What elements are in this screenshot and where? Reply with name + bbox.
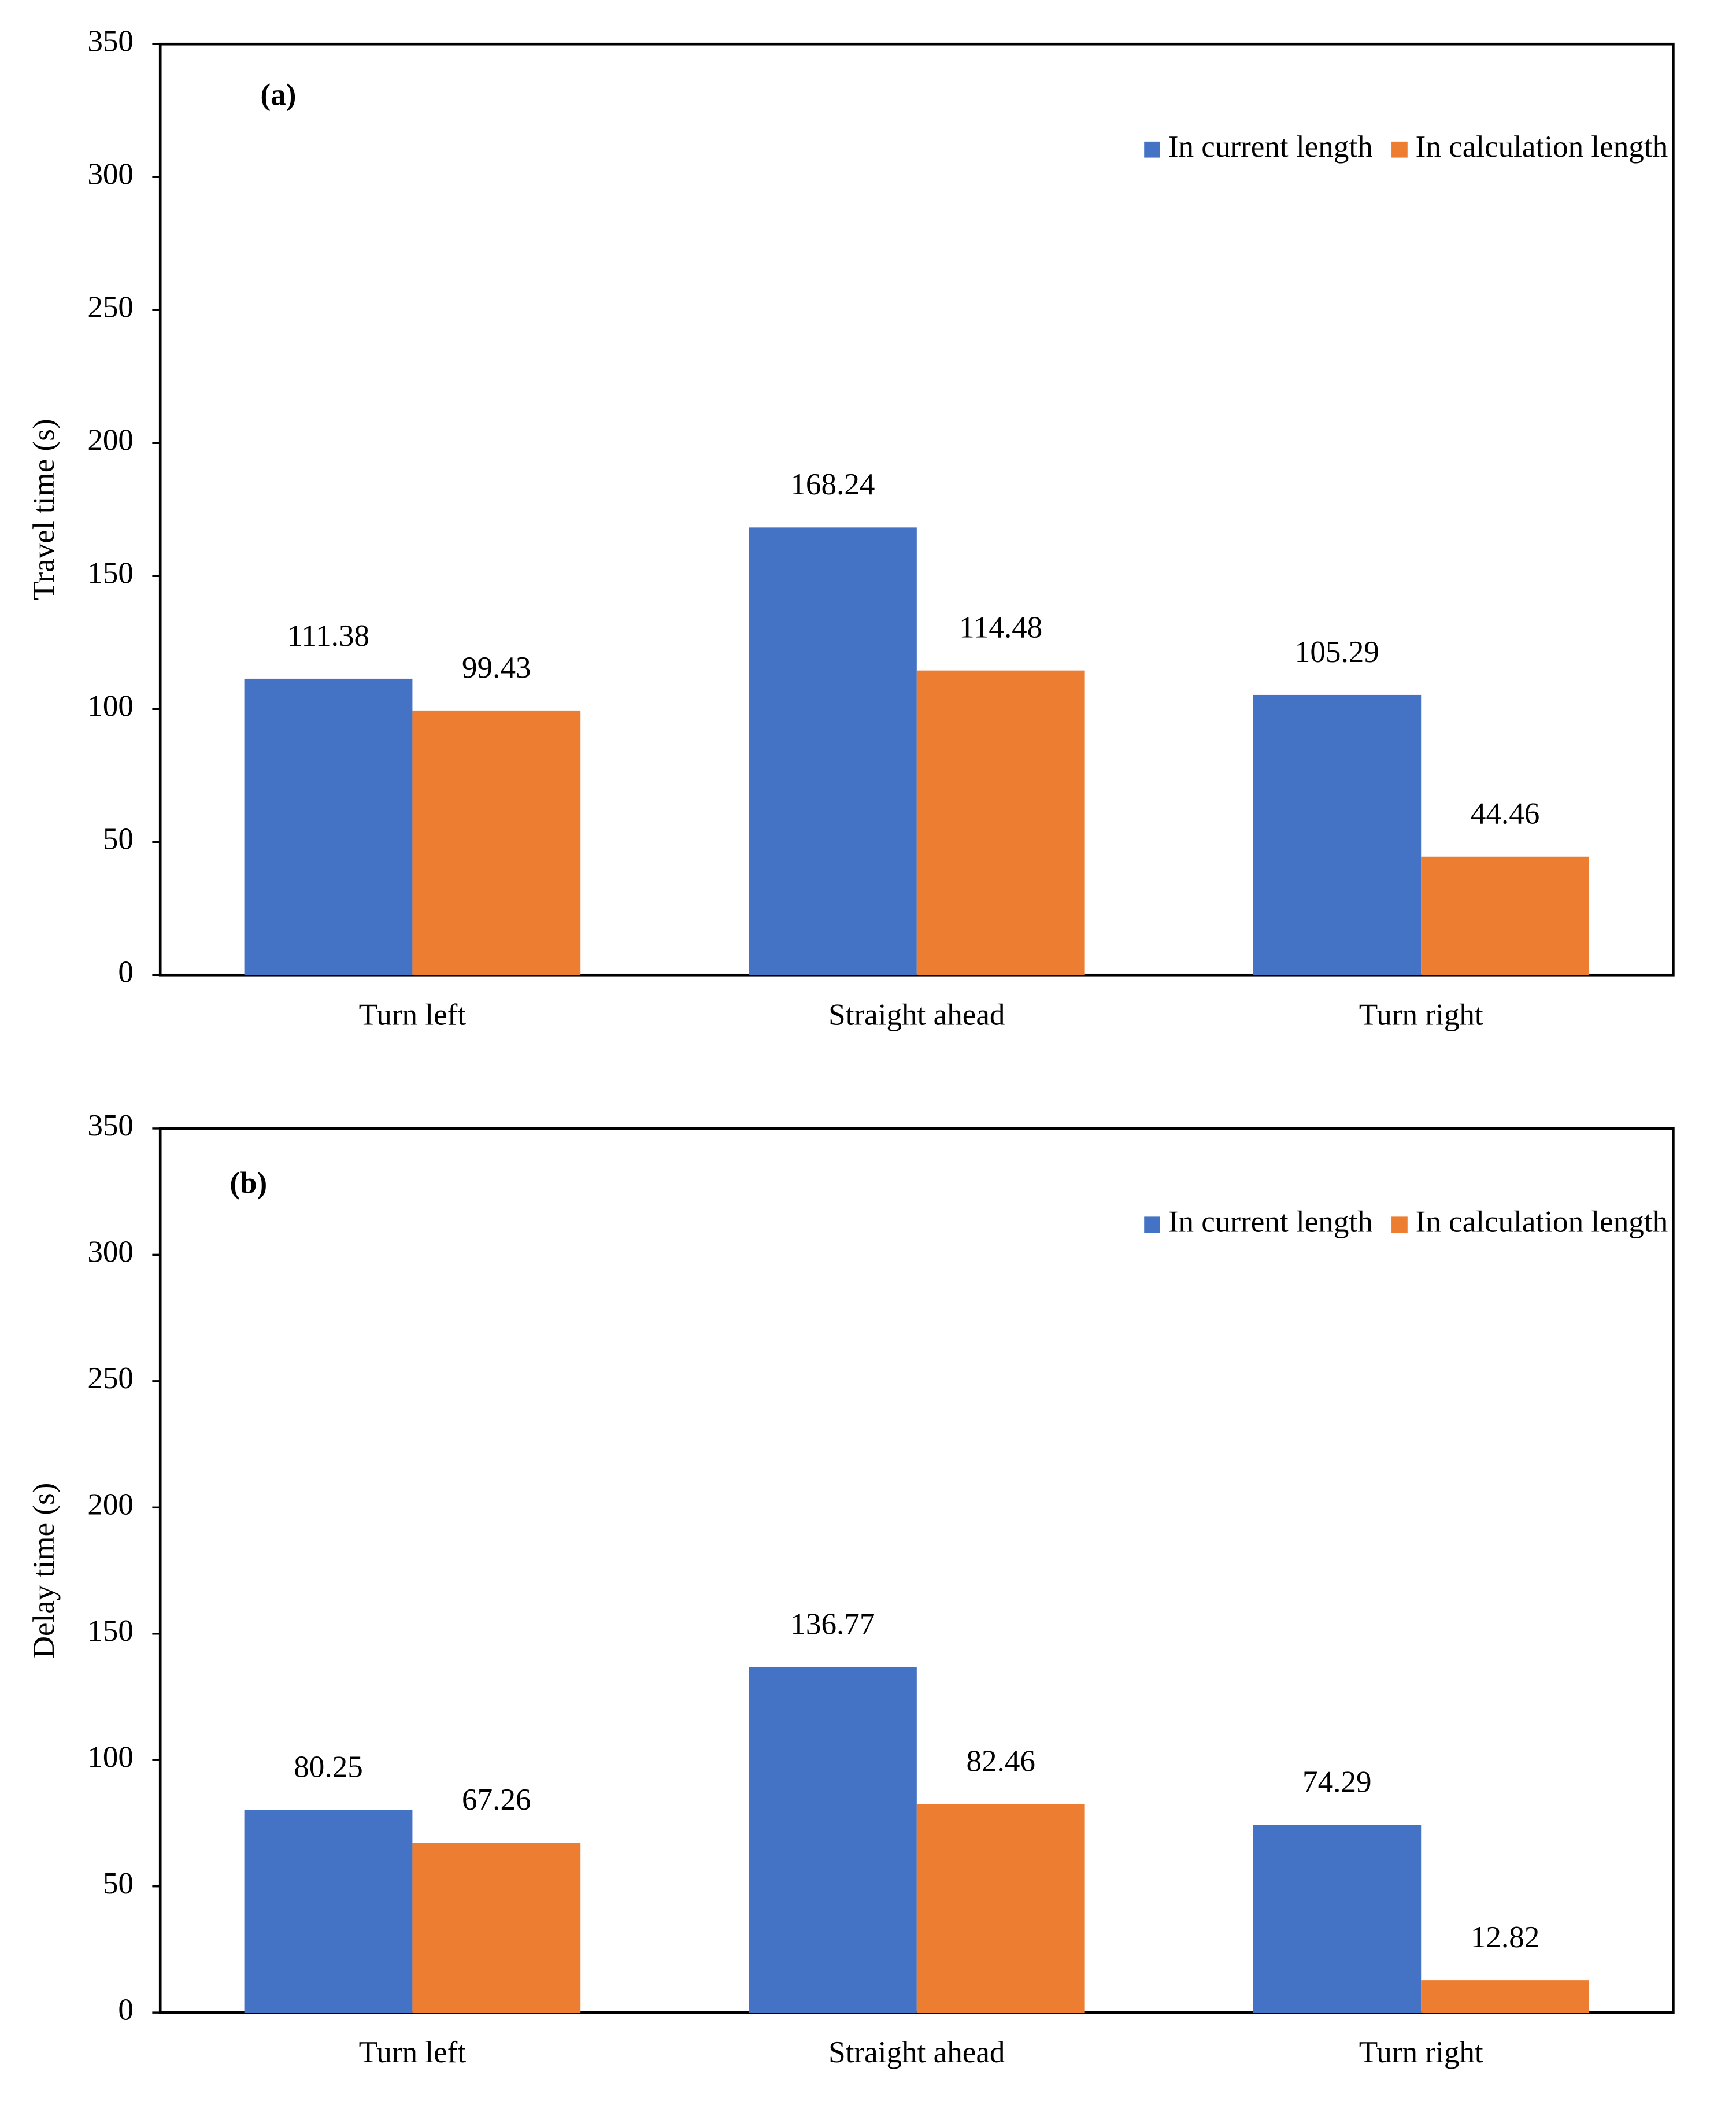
bar bbox=[1421, 1980, 1590, 2013]
bar bbox=[916, 670, 1085, 975]
bar bbox=[244, 678, 413, 975]
y-tick-label: 100 bbox=[87, 689, 134, 723]
legend-swatch bbox=[1391, 1216, 1408, 1233]
value-label: 136.77 bbox=[790, 1607, 875, 1641]
y-tick-label: 350 bbox=[87, 24, 134, 58]
panel-label: (b) bbox=[230, 1166, 267, 1200]
x-tick-label: Turn left bbox=[359, 998, 467, 1031]
value-label: 82.46 bbox=[966, 1745, 1035, 1778]
bar bbox=[412, 710, 581, 975]
y-tick-label: 100 bbox=[87, 1740, 134, 1774]
x-tick-label: Turn right bbox=[1359, 998, 1483, 1031]
value-label: 99.43 bbox=[462, 651, 531, 685]
panel-label: (a) bbox=[260, 78, 296, 112]
value-label: 44.46 bbox=[1471, 797, 1540, 831]
legend: In current length In calculation length bbox=[1144, 130, 1668, 164]
y-tick-label: 350 bbox=[87, 1109, 134, 1142]
value-label: 105.29 bbox=[1295, 635, 1379, 669]
x-tick-label: Turn right bbox=[1359, 2036, 1483, 2069]
value-label: 114.48 bbox=[959, 611, 1042, 645]
legend: In current length In calculation length bbox=[1144, 1205, 1668, 1238]
x-tick-label: Straight ahead bbox=[828, 998, 1005, 1031]
y-tick-label: 50 bbox=[103, 822, 134, 856]
bar bbox=[244, 1810, 413, 2013]
bar bbox=[1421, 856, 1590, 975]
legend-label: In current length bbox=[1168, 1205, 1373, 1238]
value-label: 111.38 bbox=[287, 619, 369, 653]
legend-swatch bbox=[1144, 1216, 1160, 1233]
y-tick-label: 0 bbox=[118, 955, 134, 989]
y-tick-label: 0 bbox=[118, 1993, 134, 2026]
y-tick-label: 50 bbox=[103, 1867, 134, 1900]
legend-swatch bbox=[1391, 141, 1408, 158]
y-tick-label: 250 bbox=[87, 290, 134, 324]
legend-swatch bbox=[1144, 141, 1160, 158]
legend-label: In calculation length bbox=[1416, 130, 1668, 164]
bar bbox=[1253, 694, 1422, 975]
x-tick-label: Straight ahead bbox=[828, 2036, 1005, 2069]
legend-label: In current length bbox=[1168, 130, 1373, 164]
y-tick-label: 300 bbox=[87, 1236, 134, 1269]
y-tick-label: 150 bbox=[87, 556, 134, 590]
x-tick-label: Turn left bbox=[359, 2036, 467, 2069]
y-tick-label: 150 bbox=[87, 1614, 134, 1648]
y-tick-label: 200 bbox=[87, 423, 134, 457]
y-axis-title: Delay time (s) bbox=[27, 1483, 61, 1659]
bar bbox=[412, 1843, 581, 2013]
bar bbox=[916, 1804, 1085, 2013]
legend-label: In calculation length bbox=[1416, 1205, 1668, 1238]
value-label: 168.24 bbox=[790, 468, 875, 501]
value-label: 12.82 bbox=[1471, 1921, 1540, 1954]
value-label: 74.29 bbox=[1302, 1765, 1372, 1799]
value-label: 67.26 bbox=[462, 1783, 531, 1817]
bar bbox=[1253, 1825, 1422, 2013]
y-axis-title: Travel time (s) bbox=[27, 419, 61, 600]
y-tick-label: 250 bbox=[87, 1362, 134, 1395]
y-tick-label: 300 bbox=[87, 157, 134, 191]
y-tick-label: 200 bbox=[87, 1488, 134, 1521]
bar bbox=[749, 527, 917, 975]
bar bbox=[749, 1667, 917, 2013]
value-label: 80.25 bbox=[294, 1750, 363, 1784]
